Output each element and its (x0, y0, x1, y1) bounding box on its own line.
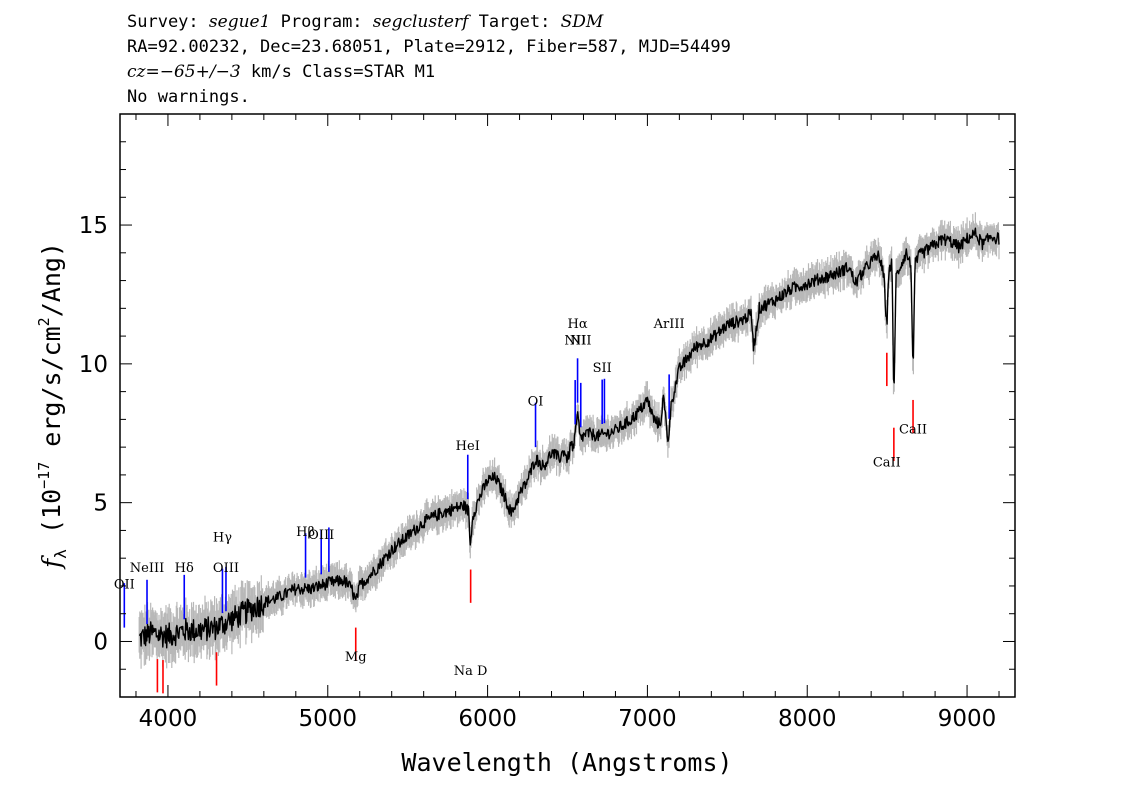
line-label-Mg: Mg (345, 650, 367, 665)
line-label-Hα: Hα (568, 317, 588, 332)
y-tick-label: 15 (79, 213, 108, 239)
x-tick-label: 7000 (618, 706, 677, 732)
plot-frame (119, 113, 1016, 698)
cz-label: cz= (127, 62, 160, 82)
y-tick-label: 5 (93, 491, 108, 517)
spectral-line-markers (123, 352, 914, 694)
x-axis-title: Wavelength (Angstroms) (401, 748, 732, 777)
line-label-OIII: OIII (308, 528, 334, 543)
line-label-NII: NII (564, 333, 586, 348)
program-label: Program: (280, 12, 363, 32)
x-tick-labels: 4000 5000 6000 7000 8000 9000 (139, 706, 997, 732)
header-line-3: cz=−65+/−3 km/s Class=STAR M1 (127, 62, 435, 82)
program-value: segclusterf (372, 12, 469, 32)
header-line-4: No warnings. (127, 87, 250, 107)
line-label-HeI: HeI (456, 439, 480, 454)
header-line-2: RA=92.00232, Dec=23.68051, Plate=2912, F… (127, 37, 731, 57)
header-line-1: Survey: segue1 Program: segclusterf Targ… (127, 12, 603, 32)
axis-ticks (120, 113, 1015, 698)
x-tick-label: 5000 (298, 706, 357, 732)
x-tick-label: 9000 (938, 706, 997, 732)
x-tick-label: 6000 (458, 706, 517, 732)
line-label-Hγ: Hγ (213, 531, 232, 546)
line-label-NII: NII (570, 333, 592, 348)
line-label-OII: OII (114, 578, 135, 593)
line-label-NeIII: NeIII (130, 561, 164, 576)
cz-rest: km/s Class=STAR M1 (240, 62, 436, 82)
y-tick-label: 0 (93, 629, 108, 655)
line-label-CaII: CaII (899, 422, 927, 437)
y-tick-labels: 0 5 10 15 (79, 213, 108, 655)
line-label-OI: OI (528, 395, 544, 410)
line-label-CaII: CaII (873, 456, 901, 471)
survey-label: Survey: (127, 12, 199, 32)
spectrum-series (138, 227, 1000, 649)
line-label-OIII: OIII (213, 561, 239, 576)
y-axis-title: fλ (10−17 erg/s/cm2/Ang) (35, 242, 70, 570)
line-label-ArIII: ArIII (653, 317, 685, 332)
line-label-SII: SII (593, 361, 612, 376)
cz-value: −65+/−3 (159, 62, 241, 82)
spectrum-line (138, 227, 1000, 649)
target-label: Target: (478, 12, 551, 32)
survey-value: segue1 (208, 12, 271, 32)
x-tick-label: 4000 (139, 706, 198, 732)
line-label-Na-D: Na D (454, 664, 488, 679)
y-tick-label: 10 (79, 352, 108, 378)
line-label-Hβ: Hβ (296, 525, 315, 540)
target-value: SDM (560, 12, 604, 32)
x-tick-label: 8000 (778, 706, 837, 732)
line-label-Hδ: Hδ (175, 561, 194, 576)
